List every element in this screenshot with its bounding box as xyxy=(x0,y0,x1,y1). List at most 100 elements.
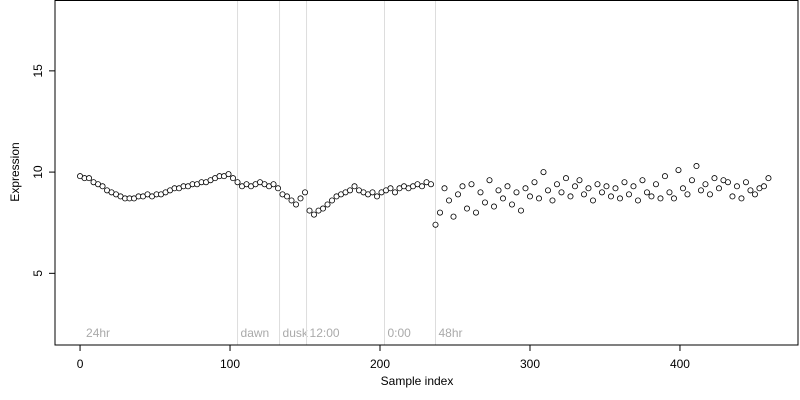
point xyxy=(463,205,470,212)
point xyxy=(306,207,313,214)
point xyxy=(369,189,376,196)
point xyxy=(643,189,650,196)
x-tick-label: 200 xyxy=(370,357,390,371)
point xyxy=(625,191,632,198)
point xyxy=(459,183,466,190)
point xyxy=(347,187,354,194)
point xyxy=(648,193,655,200)
point xyxy=(517,207,524,214)
point xyxy=(486,177,493,184)
point xyxy=(711,175,718,182)
point xyxy=(472,209,479,216)
point xyxy=(684,191,691,198)
point xyxy=(580,191,587,198)
marker-label: 12:00 xyxy=(310,326,340,340)
point xyxy=(477,189,484,196)
point xyxy=(738,195,745,202)
point xyxy=(311,211,318,218)
point xyxy=(607,193,614,200)
point xyxy=(86,175,93,182)
point xyxy=(585,185,592,192)
point xyxy=(634,197,641,204)
point xyxy=(234,179,241,186)
point xyxy=(225,171,232,178)
point xyxy=(589,197,596,204)
point xyxy=(445,197,452,204)
point xyxy=(99,183,106,190)
x-tick-label: 400 xyxy=(670,357,690,371)
point xyxy=(742,179,749,186)
x-tick-label: 100 xyxy=(220,357,240,371)
y-tick-label: 10 xyxy=(31,165,45,179)
point xyxy=(567,193,574,200)
point xyxy=(576,177,583,184)
point xyxy=(553,181,560,188)
point xyxy=(275,185,282,192)
point xyxy=(679,185,686,192)
point xyxy=(666,189,673,196)
point xyxy=(468,181,475,188)
point xyxy=(432,221,439,228)
point xyxy=(603,183,610,190)
point xyxy=(657,195,664,202)
x-tick-label: 300 xyxy=(520,357,540,371)
point xyxy=(490,203,497,210)
point xyxy=(302,189,309,196)
y-axis-label: Expression xyxy=(8,142,22,201)
point xyxy=(729,193,736,200)
point xyxy=(562,175,569,182)
point xyxy=(675,167,682,174)
point xyxy=(297,195,304,202)
point xyxy=(616,195,623,202)
point xyxy=(760,183,767,190)
point xyxy=(765,175,772,182)
point xyxy=(715,185,722,192)
point xyxy=(495,187,502,194)
point xyxy=(747,187,754,194)
point xyxy=(351,183,358,190)
point xyxy=(284,193,291,200)
point xyxy=(706,191,713,198)
point xyxy=(324,201,331,208)
x-axis-label: Sample index xyxy=(381,374,454,388)
point xyxy=(450,213,457,220)
point xyxy=(639,177,646,184)
point xyxy=(329,197,336,204)
point xyxy=(320,205,327,212)
point xyxy=(499,195,506,202)
point xyxy=(535,195,542,202)
point xyxy=(270,181,277,188)
x-tick-label: 0 xyxy=(77,357,84,371)
point xyxy=(288,197,295,204)
point xyxy=(598,189,605,196)
point xyxy=(374,193,381,200)
point xyxy=(702,181,709,188)
marker-label: 0:00 xyxy=(388,326,412,340)
point xyxy=(630,183,637,190)
y-tick-label: 15 xyxy=(31,64,45,78)
point xyxy=(612,185,619,192)
point xyxy=(549,197,556,204)
point xyxy=(504,183,511,190)
plot-frame xyxy=(54,0,799,346)
point xyxy=(751,191,758,198)
point xyxy=(522,185,529,192)
point xyxy=(387,185,394,192)
point xyxy=(513,189,520,196)
point xyxy=(441,185,448,192)
marker-label: dusk xyxy=(283,326,309,340)
point xyxy=(544,187,551,194)
point xyxy=(688,177,695,184)
point xyxy=(558,189,565,196)
point xyxy=(481,199,488,206)
point xyxy=(454,191,461,198)
point xyxy=(571,183,578,190)
marker-label: 24hr xyxy=(86,326,110,340)
point xyxy=(670,195,677,202)
point xyxy=(293,201,300,208)
point xyxy=(392,189,399,196)
point xyxy=(652,181,659,188)
point xyxy=(531,179,538,186)
point xyxy=(724,179,731,186)
